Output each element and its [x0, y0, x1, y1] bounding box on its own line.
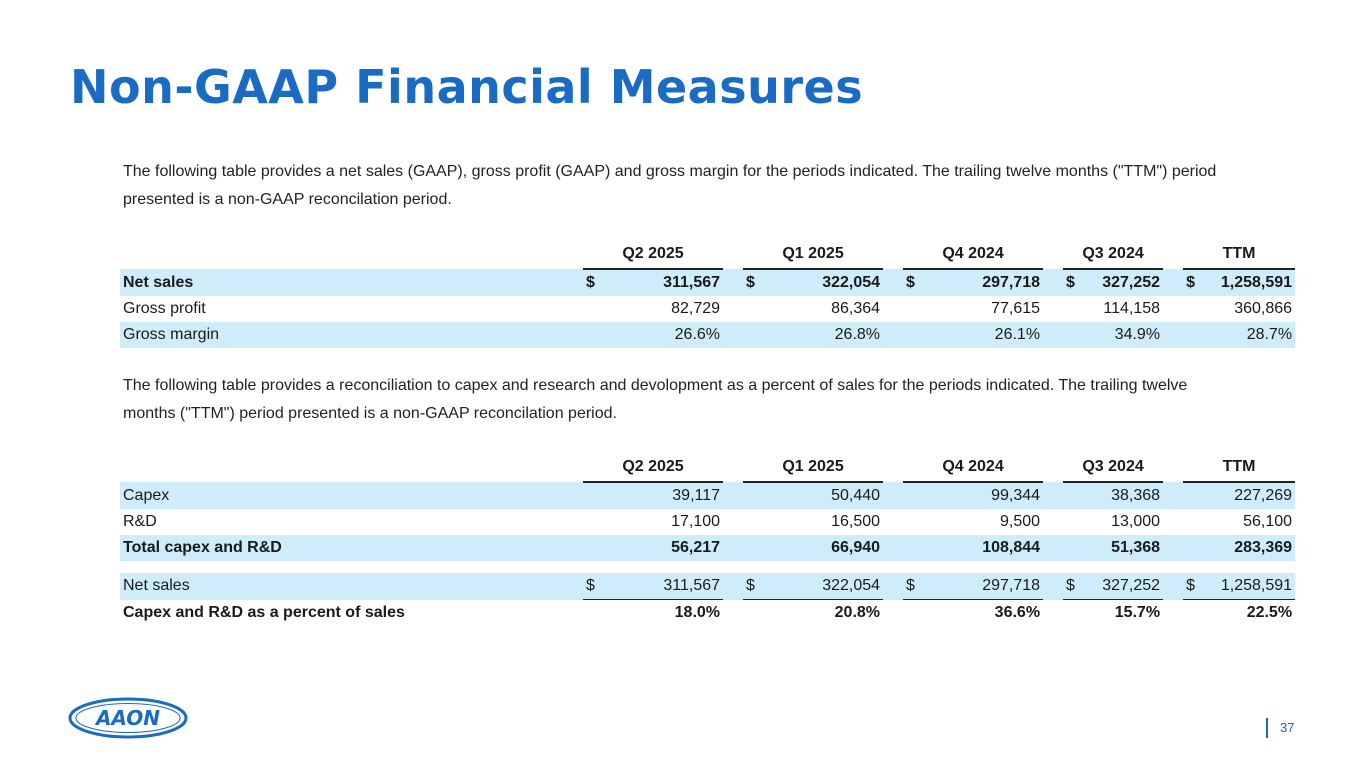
table-row: Gross margin 26.6% 26.8% 26.1% 34.9% 28.…	[120, 322, 1296, 348]
col-header: Q2 2025	[583, 240, 724, 270]
table-header-row: Q2 2025 Q1 2025 Q4 2024 Q3 2024 TTM	[120, 240, 1296, 270]
col-header: Q3 2024	[1063, 453, 1164, 483]
cell: 322,054	[763, 573, 884, 600]
table-row: Gross profit 82,729 86,364 77,615 114,15…	[120, 296, 1295, 322]
currency-symbol: $	[743, 269, 764, 296]
cell: 20.8%	[834, 604, 881, 621]
cell: 1,258,591	[1197, 269, 1296, 296]
cell: 38,368	[1077, 482, 1164, 509]
cell: 283,369	[1197, 535, 1296, 561]
cell: 1,258,591	[1197, 573, 1296, 600]
currency-symbol: $	[1183, 269, 1198, 296]
cell: 86,364	[831, 300, 881, 317]
col-header: Q3 2024	[1063, 240, 1164, 270]
currency-symbol: $	[1183, 573, 1198, 600]
row-label: Capex	[120, 482, 575, 509]
cell: 114,158	[1103, 300, 1161, 317]
page-number-divider	[1266, 718, 1268, 738]
currency-symbol: $	[903, 269, 924, 296]
row-label: R&D	[123, 513, 157, 530]
cell: 297,718	[923, 573, 1044, 600]
cell: 18.0%	[674, 604, 721, 621]
currency-symbol: $	[583, 573, 603, 600]
table-row: Net sales $311,567 $322,054 $297,718 $32…	[120, 269, 1296, 296]
cell: 297,718	[923, 269, 1044, 296]
cell: 51,368	[1077, 535, 1164, 561]
col-header: Q4 2024	[903, 240, 1044, 270]
col-header: Q2 2025	[583, 453, 724, 483]
cell: 26.1%	[923, 322, 1044, 348]
table-row: Net sales $311,567 $322,054 $297,718 $32…	[120, 573, 1296, 600]
cell: 56,217	[603, 535, 724, 561]
table-header-row: Q2 2025 Q1 2025 Q4 2024 Q3 2024 TTM	[120, 453, 1296, 483]
table-row: Capex and R&D as a percent of sales 18.0…	[120, 600, 1295, 627]
col-header: Q4 2024	[903, 453, 1044, 483]
gross-margin-table: Q2 2025 Q1 2025 Q4 2024 Q3 2024 TTM Net …	[120, 240, 1296, 348]
cell: 17,100	[671, 513, 721, 530]
cell: 36.6%	[994, 604, 1041, 621]
currency-symbol: $	[1063, 269, 1078, 296]
col-header: TTM	[1183, 240, 1296, 270]
cell: 327,252	[1077, 269, 1164, 296]
cell: 50,440	[763, 482, 884, 509]
row-label: Capex and R&D as a percent of sales	[123, 603, 405, 621]
cell: 77,615	[991, 300, 1041, 317]
cell: 15.7%	[1114, 604, 1161, 621]
row-label: Total capex and R&D	[120, 535, 575, 561]
intro-paragraph-2: The following table provides a reconcili…	[123, 377, 1188, 422]
cell: 311,567	[603, 269, 724, 296]
cell: 322,054	[763, 269, 884, 296]
cell: 66,940	[763, 535, 884, 561]
cell: 13,000	[1111, 513, 1161, 530]
cell: 26.8%	[763, 322, 884, 348]
table-row: R&D 17,100 16,500 9,500 13,000 56,100	[120, 509, 1295, 535]
cell: 311,567	[603, 573, 724, 600]
col-header: TTM	[1183, 453, 1296, 483]
page-title: Non-GAAP Financial Measures	[70, 60, 864, 114]
cell: 99,344	[923, 482, 1044, 509]
row-label: Net sales	[120, 269, 575, 296]
cell: 39,117	[603, 482, 724, 509]
cell: 108,844	[923, 535, 1044, 561]
cell: 56,100	[1243, 513, 1293, 530]
cell: 82,729	[671, 300, 721, 317]
cell: 22.5%	[1246, 604, 1293, 621]
cell: 360,866	[1234, 300, 1293, 317]
table-row: Total capex and R&D 56,217 66,940 108,84…	[120, 535, 1296, 561]
cell: 34.9%	[1077, 322, 1164, 348]
cell: 327,252	[1077, 573, 1164, 600]
row-label: Gross profit	[123, 300, 206, 317]
cell: 26.6%	[603, 322, 724, 348]
col-header: Q1 2025	[743, 240, 884, 270]
row-label: Gross margin	[120, 322, 575, 348]
page-number: 37	[1280, 720, 1295, 735]
aaon-logo: AAON	[68, 697, 188, 744]
intro-paragraph-1: The following table provides a net sales…	[123, 163, 1217, 208]
cell: 227,269	[1197, 482, 1296, 509]
currency-symbol: $	[903, 573, 924, 600]
currency-symbol: $	[1063, 573, 1078, 600]
capex-rd-table: Q2 2025 Q1 2025 Q4 2024 Q3 2024 TTM Cape…	[120, 453, 1296, 627]
col-header: Q1 2025	[743, 453, 884, 483]
logo-text: AAON	[94, 706, 160, 730]
currency-symbol: $	[583, 269, 603, 296]
table-row: Capex 39,117 50,440 99,344 38,368 227,26…	[120, 482, 1296, 509]
cell: 9,500	[1000, 513, 1041, 530]
cell: 28.7%	[1197, 322, 1296, 348]
cell: 16,500	[831, 513, 881, 530]
currency-symbol: $	[743, 573, 764, 600]
row-label: Net sales	[120, 573, 575, 600]
